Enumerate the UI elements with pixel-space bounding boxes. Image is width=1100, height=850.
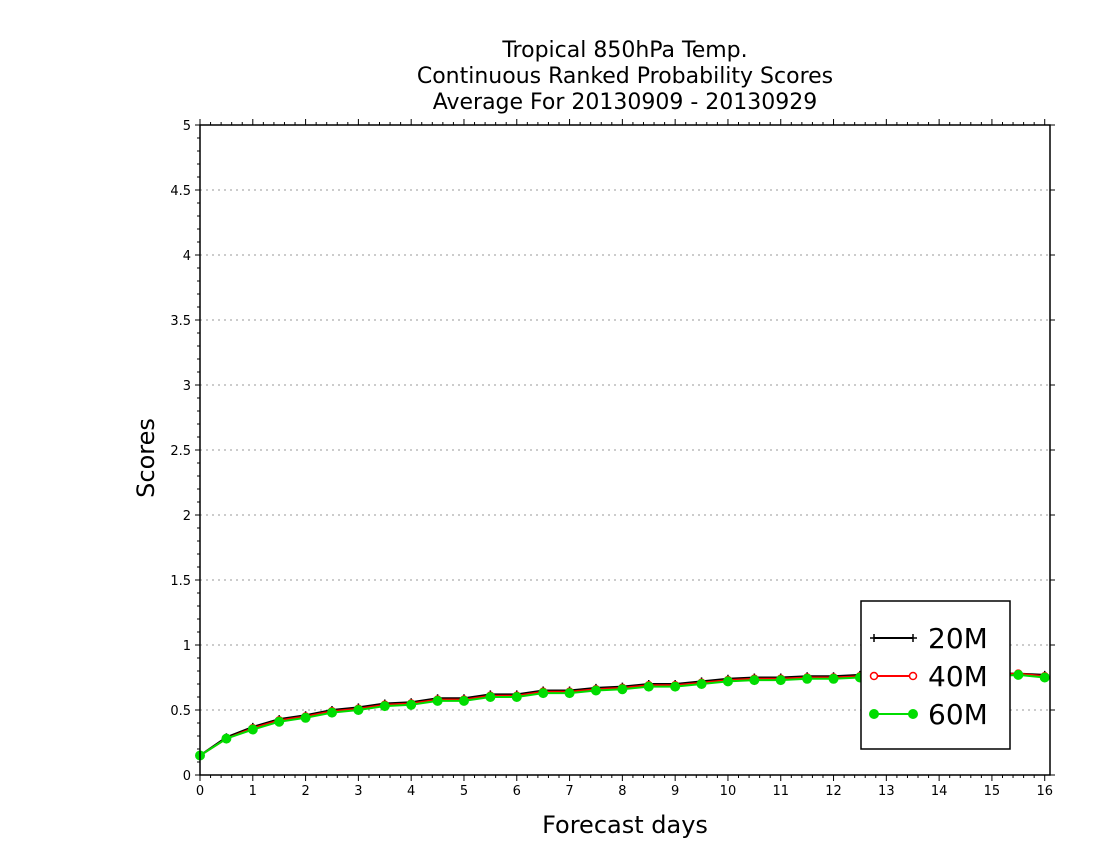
data-point-60m [432, 695, 443, 706]
axis-ticks: 00.511.522.533.544.550 1 2 3 4 5 6 7 8 9 10 11 12 13 1… [170, 119, 1055, 799]
legend-label-40m: 40M [928, 660, 988, 693]
data-point-60m [458, 695, 469, 706]
x-tick-label: 4 [407, 784, 415, 799]
data-point-60m [670, 681, 681, 692]
x-axis-title: Forecast days [542, 811, 708, 839]
legend-marker-60m [908, 709, 918, 719]
x-tick-label: 0 [196, 784, 204, 799]
x-tick-label: 15 [984, 784, 1001, 799]
data-point-60m [802, 673, 813, 684]
x-tick-label: 16 [1036, 784, 1053, 799]
y-tick-label: 2 [183, 509, 191, 524]
data-point-60m [749, 675, 760, 686]
y-tick-label: 5 [183, 119, 191, 134]
data-point-60m [353, 705, 364, 715]
y-tick-label: 0 [183, 769, 191, 784]
legend-marker-20m [909, 634, 917, 642]
data-point-60m [775, 675, 786, 686]
y-tick-label: 3.5 [170, 314, 191, 329]
x-tick-label: 9 [671, 784, 679, 799]
plot-area-frame [199, 124, 1051, 776]
y-tick-label: 2.5 [170, 444, 191, 459]
x-tick-label: 3 [354, 784, 362, 799]
y-tick-label: 1 [183, 639, 191, 654]
legend: 20M 40M 60M [860, 600, 1011, 750]
legend-marker-60m [869, 709, 879, 719]
y-tick-label: 0.5 [170, 704, 191, 719]
data-point-60m [564, 688, 575, 699]
chart-title: Tropical 850hPa Temp. Continuous Ranked … [417, 38, 833, 115]
chart-title-line-1: Tropical 850hPa Temp. [501, 38, 747, 63]
x-tick-label: 11 [772, 784, 789, 799]
data-point-60m [828, 673, 839, 684]
data-point-60m [485, 692, 496, 702]
data-point-60m [590, 685, 601, 696]
data-point-60m [617, 684, 628, 695]
x-tick-label: 14 [931, 784, 948, 799]
data-point-60m [1039, 672, 1050, 683]
data-point-60m [643, 681, 654, 692]
y-tick-label: 1.5 [170, 574, 191, 589]
x-tick-label: 2 [301, 784, 309, 799]
x-tick-label: 8 [618, 784, 626, 799]
data-point-60m [274, 716, 285, 727]
legend-marker-40m [869, 671, 879, 681]
y-axis-title: Scores [132, 418, 160, 498]
x-tick-label: 10 [720, 784, 737, 799]
data-point-60m [722, 676, 733, 687]
chart-title-line-2: Continuous Ranked Probability Scores [417, 64, 833, 89]
data-point-60m [406, 699, 417, 710]
y-tick-label: 3 [183, 379, 191, 394]
data-point-60m [1013, 669, 1024, 680]
legend-marker-40m [908, 671, 918, 681]
x-tick-label: 6 [513, 784, 521, 799]
data-point-60m [300, 712, 311, 723]
data-point-60m [538, 688, 549, 699]
data-point-60m [379, 701, 390, 712]
data-point-60m [696, 679, 707, 689]
x-tick-label: 7 [565, 784, 573, 799]
legend-marker-20m [870, 634, 878, 642]
x-tick-label: 5 [460, 784, 468, 799]
x-tick-label: 12 [825, 784, 842, 799]
data-point-60m [326, 707, 337, 718]
data-point-60m [221, 733, 232, 744]
x-tick-label: 13 [878, 784, 895, 799]
legend-label-20m: 20M [928, 622, 988, 655]
chart-title-line-3: Average For 20130909 - 20130929 [433, 90, 818, 115]
y-tick-label: 4 [183, 249, 191, 264]
y-tick-label: 4.5 [170, 184, 191, 199]
legend-label-60m: 60M [928, 698, 988, 731]
data-point-60m [511, 692, 522, 702]
data-point-60m [247, 724, 258, 735]
x-tick-label: 1 [249, 784, 257, 799]
